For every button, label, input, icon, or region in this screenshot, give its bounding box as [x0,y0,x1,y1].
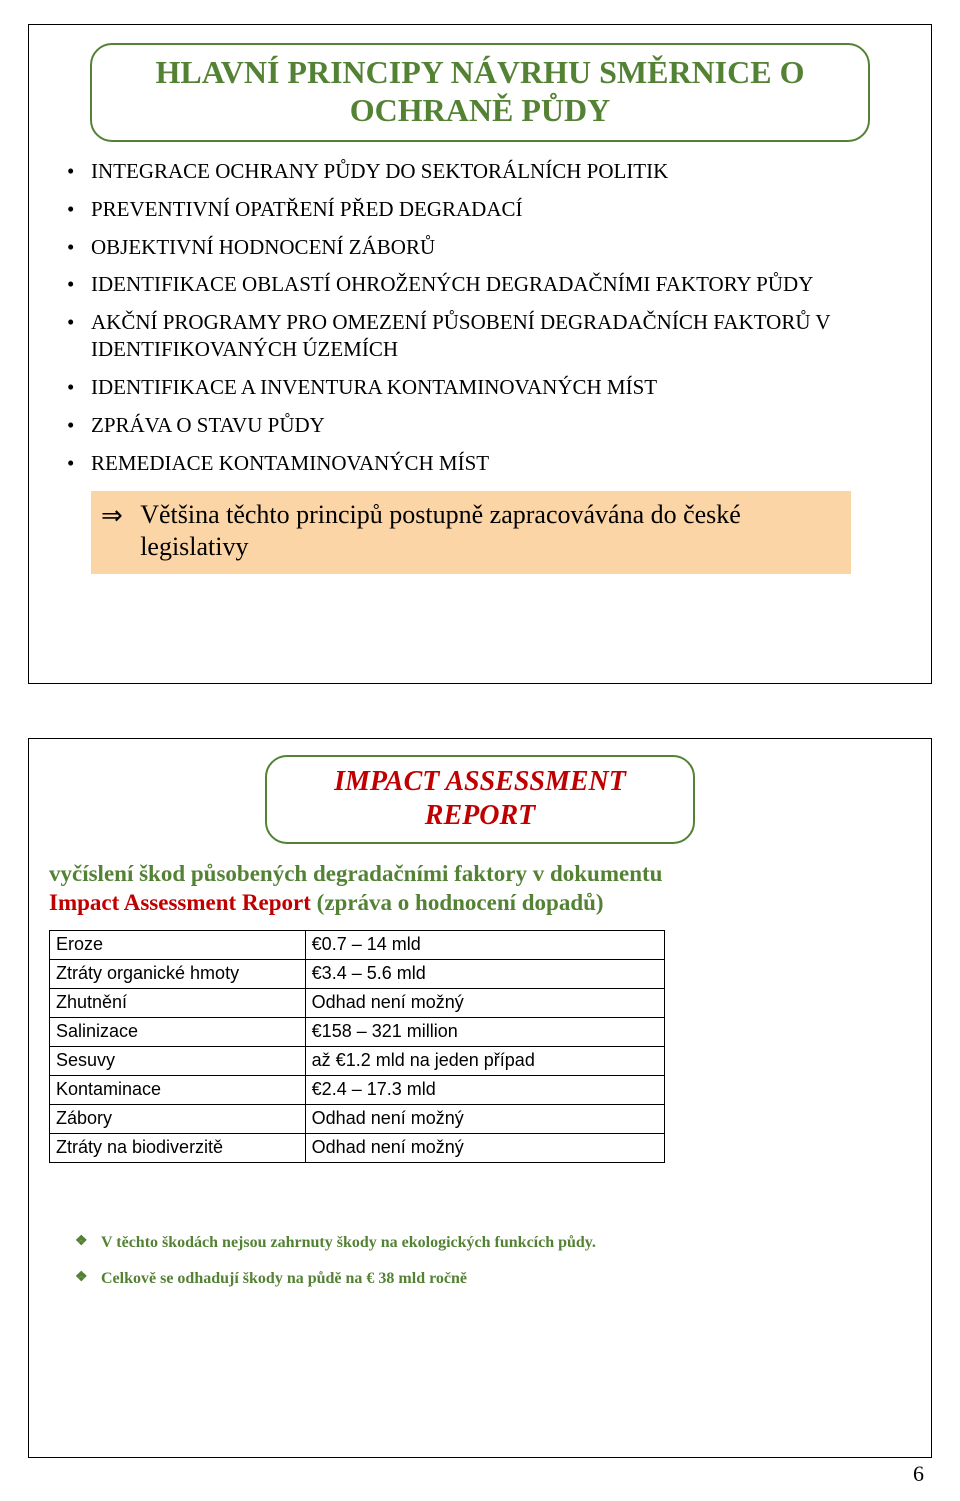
bullet-item: IDENTIFIKACE OBLASTÍ OHROŽENÝCH DEGRADAČ… [67,271,913,298]
intro-red: Impact Assessment Report [49,890,317,915]
table-cell: Ztráty na biodiverzitě [50,1133,306,1162]
footnote-item: Celkově se odhadují škody na půdě na € 3… [75,1269,913,1290]
table-cell: Odhad není možný [305,1104,664,1133]
table-row: Kontaminace€2.4 – 17.3 mld [50,1075,665,1104]
table-cell: Eroze [50,930,306,959]
highlight-text: Většina těchto principů postupně zapraco… [140,499,841,564]
slide-frame: IMPACT ASSESSMENT REPORT vyčíslení škod … [28,738,932,1458]
title-line-1: HLAVNÍ PRINCIPY NÁVRHU SMĚRNICE O [120,53,840,91]
bullet-text: ZPRÁVA O STAVU PŮDY [91,413,325,437]
table-cell: Zhutnění [50,988,306,1017]
bullet-text: OBJEKTIVNÍ HODNOCENÍ ZÁBORŮ [91,235,435,259]
footnote-text: Celkově se odhadují škody na půdě na € 3… [101,1270,467,1287]
bullet-item: PREVENTIVNÍ OPATŘENÍ PŘED DEGRADACÍ [67,196,913,223]
table-cell: Kontaminace [50,1075,306,1104]
footnote-text: V těchto škodách nejsou zahrnuty škody n… [101,1234,596,1251]
slide-1: HLAVNÍ PRINCIPY NÁVRHU SMĚRNICE O OCHRAN… [0,0,960,714]
table-row: ZáboryOdhad není možný [50,1104,665,1133]
table-cell: Odhad není možný [305,988,664,1017]
damage-table: Eroze€0.7 – 14 mld Ztráty organické hmot… [49,930,665,1163]
bullet-item: AKČNÍ PROGRAMY PRO OMEZENÍ PŮSOBENÍ DEGR… [67,309,913,363]
table-cell: €2.4 – 17.3 mld [305,1075,664,1104]
title-pill: HLAVNÍ PRINCIPY NÁVRHU SMĚRNICE O OCHRAN… [90,43,870,142]
bullet-text: AKČNÍ PROGRAMY PRO OMEZENÍ PŮSOBENÍ DEGR… [91,310,830,361]
table-cell: Salinizace [50,1017,306,1046]
table-cell: Odhad není možný [305,1133,664,1162]
table-cell: €158 – 321 million [305,1017,664,1046]
bullet-list: INTEGRACE OCHRANY PŮDY DO SEKTORÁLNÍCH P… [47,158,913,477]
bullet-text: INTEGRACE OCHRANY PŮDY DO SEKTORÁLNÍCH P… [91,159,668,183]
bullet-item: IDENTIFIKACE A INVENTURA KONTAMINOVANÝCH… [67,374,913,401]
table-cell: Sesuvy [50,1046,306,1075]
slide-2: IMPACT ASSESSMENT REPORT vyčíslení škod … [0,714,960,1501]
bullet-item: INTEGRACE OCHRANY PŮDY DO SEKTORÁLNÍCH P… [67,158,913,185]
bullet-item: ZPRÁVA O STAVU PŮDY [67,412,913,439]
bullet-text: REMEDIACE KONTAMINOVANÝCH MÍST [91,451,489,475]
highlight-row: ⇒ Většina těchto principů postupně zapra… [91,491,851,574]
table-cell: Zábory [50,1104,306,1133]
table-row: Ztráty na biodiverzitěOdhad není možný [50,1133,665,1162]
intro-green-2: (zpráva o hodnocení dopadů) [317,890,604,915]
table-cell: €0.7 – 14 mld [305,930,664,959]
table-cell: až €1.2 mld na jeden případ [305,1046,664,1075]
footnote-item: V těchto škodách nejsou zahrnuty škody n… [75,1233,913,1254]
bullet-text: PREVENTIVNÍ OPATŘENÍ PŘED DEGRADACÍ [91,197,522,221]
footnote-list: V těchto škodách nejsou zahrnuty škody n… [75,1233,913,1291]
table-row: Ztráty organické hmoty€3.4 – 5.6 mld [50,959,665,988]
table-row: Sesuvyaž €1.2 mld na jeden případ [50,1046,665,1075]
title-line-2: REPORT [295,799,665,833]
title-pill: IMPACT ASSESSMENT REPORT [265,755,695,844]
intro-text: vyčíslení škod působených degradačními f… [49,860,911,918]
bullet-text: IDENTIFIKACE A INVENTURA KONTAMINOVANÝCH… [91,375,657,399]
bullet-text: IDENTIFIKACE OBLASTÍ OHROŽENÝCH DEGRADAČ… [91,272,813,296]
bullet-item: REMEDIACE KONTAMINOVANÝCH MÍST [67,450,913,477]
table-cell: Ztráty organické hmoty [50,959,306,988]
table-row: Salinizace€158 – 321 million [50,1017,665,1046]
table-row: Eroze€0.7 – 14 mld [50,930,665,959]
table-row: ZhutněníOdhad není možný [50,988,665,1017]
page-number: 6 [913,1461,924,1487]
intro-green-1: vyčíslení škod působených degradačními f… [49,861,662,886]
table-cell: €3.4 – 5.6 mld [305,959,664,988]
slide-frame: HLAVNÍ PRINCIPY NÁVRHU SMĚRNICE O OCHRAN… [28,24,932,684]
title-line-1: IMPACT ASSESSMENT [295,765,665,799]
bullet-item: OBJEKTIVNÍ HODNOCENÍ ZÁBORŮ [67,234,913,261]
damage-table-body: Eroze€0.7 – 14 mld Ztráty organické hmot… [50,930,665,1162]
arrow-icon: ⇒ [101,499,140,531]
title-line-2: OCHRANĚ PŮDY [120,91,840,129]
